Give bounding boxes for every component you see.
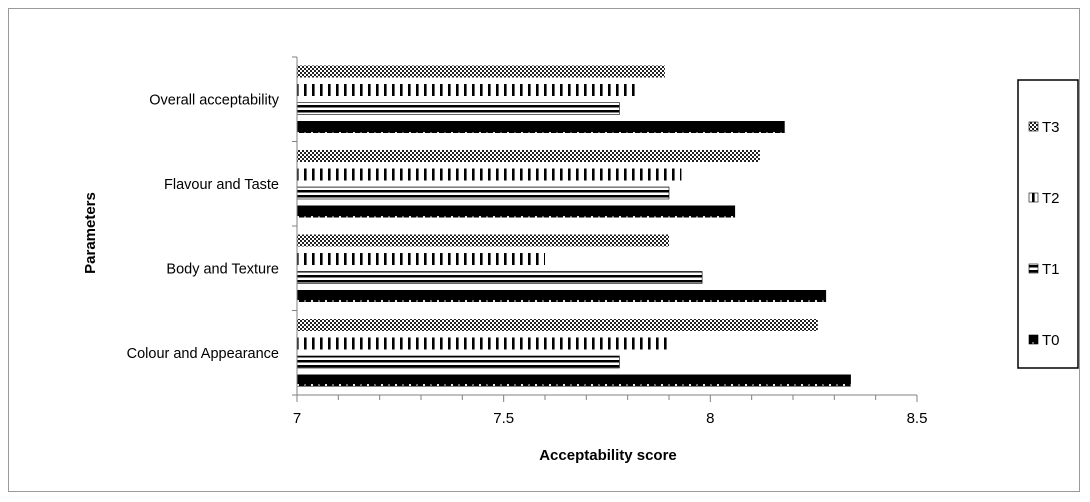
bar-t0-0 [297,374,851,387]
bar-t2-2 [297,168,682,181]
legend-swatch-t3 [1028,121,1039,132]
category-label: Flavour and Taste [164,177,279,193]
x-tick-label: 7 [293,410,301,427]
legend-swatch-t1 [1028,263,1039,274]
bar-t0-1 [297,290,827,302]
legend: T3 T2 T1 T0 [1017,79,1079,369]
category-label: Colour and Appearance [127,346,279,362]
x-tick-label: 8 [706,410,714,427]
axes: Colour and Appearance Body and Texture Fla… [127,56,928,427]
bar-t3-3 [297,65,665,78]
bar-t0-2 [297,205,736,218]
bar-t3-0 [297,319,818,331]
category-label: Body and Texture [166,261,279,277]
legend-label-t1: T1 [1042,261,1060,278]
legend-swatch-t0 [1028,334,1039,345]
y-axis-title: Parameters [82,192,99,274]
bar-t3-1 [297,234,669,247]
bar-t2-1 [297,253,545,265]
category-label: Overall acceptability [149,92,279,108]
bar-t3-2 [297,150,760,162]
bar-t2-3 [297,84,636,96]
bar-t1-3 [296,102,620,115]
legend-box [1017,79,1079,369]
x-axis-title: Acceptability score [539,447,677,464]
bar-t1-2 [296,186,670,200]
bar-t1-0 [296,355,620,369]
x-tick-label: 7.5 [493,410,514,427]
plot-area [296,65,851,387]
bar-t0-3 [297,121,785,133]
bar-t2-0 [297,337,669,350]
legend-label-t2: T2 [1042,190,1060,207]
legend-label-t3: T3 [1042,119,1060,136]
bar-t1-1 [296,271,703,284]
x-tick-label: 8.5 [907,410,928,427]
legend-label-t0: T0 [1042,332,1060,349]
legend-swatch-t2 [1028,192,1039,203]
